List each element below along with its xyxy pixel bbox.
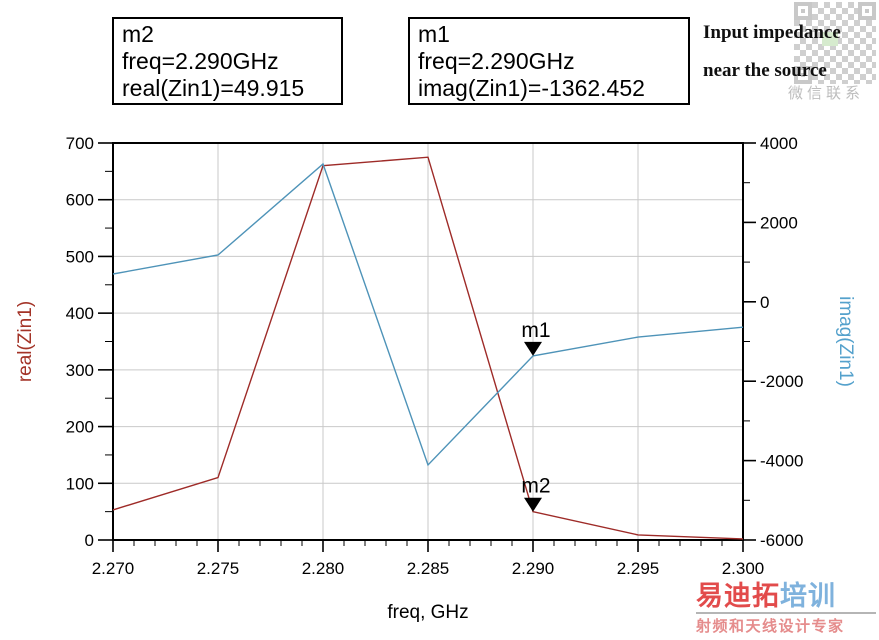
marker-m2-freq: freq=2.290GHz (122, 48, 279, 74)
watermark-brand-red: 易迪拓 (696, 581, 780, 611)
watermark-brand: 易迪拓培训 (696, 583, 878, 610)
marker-readout-m2[interactable]: m2 freq=2.290GHz real(Zin1)=49.915 (112, 17, 343, 105)
right-tick-label: -4000 (760, 452, 803, 471)
watermark-logo: 易迪拓培训 射频和天线设计专家 (696, 583, 878, 636)
marker-m1-triangle-icon[interactable] (524, 341, 542, 356)
watermark-divider (696, 612, 876, 614)
marker-m1-label: m1 (521, 319, 550, 342)
right-tick-label: 0 (760, 293, 769, 312)
left-tick-label: 300 (66, 361, 94, 380)
annotation-line2: near the source (703, 60, 827, 81)
x-tick-label: 2.275 (197, 559, 240, 578)
marker-m1-title: m1 (418, 21, 450, 47)
marker-m2-label: m2 (521, 475, 550, 498)
left-tick-label: 100 (66, 474, 94, 493)
qr-finder-icon (794, 66, 812, 84)
trace-realzin1 (112, 156, 744, 540)
right-tick-label: -6000 (760, 531, 803, 550)
qr-finder-icon (794, 2, 812, 20)
qr-logo-dot (822, 32, 838, 46)
annotation-line1: Input impedance (703, 22, 841, 43)
marker-m2-value: real(Zin1)=49.915 (122, 75, 305, 101)
left-axis-title: real(Zin1) (15, 301, 36, 382)
qr-caption: 微信联系 (788, 85, 865, 102)
right-tick-label: -2000 (760, 372, 803, 391)
left-tick-label: 600 (66, 191, 94, 210)
right-axis-title: imag(Zin1) (835, 296, 856, 387)
marker-m2-title: m2 (122, 21, 154, 47)
plot-annotation: Input impedance near the source (703, 14, 879, 90)
watermark-brand-blue: 培训 (780, 581, 836, 611)
left-tick-label: 500 (66, 247, 94, 266)
x-tick-label: 2.285 (407, 559, 450, 578)
trace-imagzin1 (112, 162, 744, 467)
x-tick-label: 2.280 (302, 559, 345, 578)
marker-readout-m1[interactable]: m1 freq=2.290GHz imag(Zin1)=-1362.452 (408, 17, 690, 105)
qr-code (794, 2, 876, 84)
marker-m1-value: imag(Zin1)=-1362.452 (418, 75, 645, 101)
left-tick-label: 0 (85, 531, 94, 550)
left-tick-label: 400 (66, 304, 94, 323)
x-tick-label: 2.270 (92, 559, 135, 578)
x-tick-label: 2.290 (512, 559, 555, 578)
qr-finder-icon (858, 2, 876, 20)
left-tick-label: 200 (66, 418, 94, 437)
marker-m2-triangle-icon[interactable] (524, 497, 542, 512)
right-tick-label: 4000 (760, 134, 798, 153)
watermark-tagline: 射频和天线设计专家 (696, 618, 845, 635)
x-axis-title: freq, GHz (387, 602, 468, 623)
right-tick-label: 2000 (760, 213, 798, 232)
marker-m1-freq: freq=2.290GHz (418, 48, 575, 74)
x-tick-label: 2.300 (722, 559, 765, 578)
x-tick-label: 2.295 (617, 559, 660, 578)
left-tick-label: 700 (66, 134, 94, 153)
